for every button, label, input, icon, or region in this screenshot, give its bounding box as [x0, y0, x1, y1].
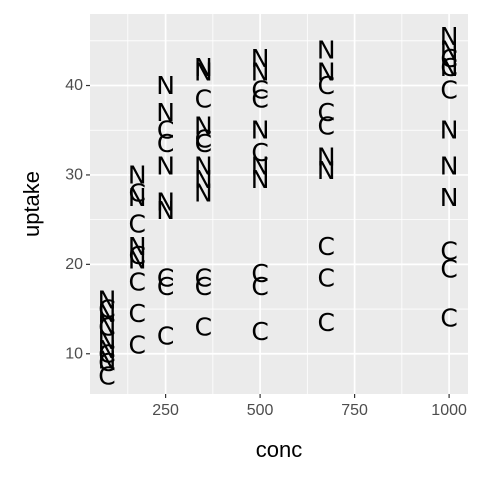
- major-gridlines: [90, 14, 468, 394]
- point-label-c: C: [195, 263, 212, 292]
- point-label-n: N: [251, 58, 270, 87]
- point-label-c: C: [157, 116, 174, 145]
- point-label-c: C: [98, 339, 115, 368]
- point-label-c: C: [251, 259, 268, 288]
- point-label-c: C: [251, 76, 268, 105]
- point-label-n: N: [98, 335, 117, 364]
- x-tick-label: 500: [247, 402, 274, 419]
- point-label-c: C: [98, 348, 115, 377]
- point-label-n: N: [440, 22, 459, 51]
- point-label-c: C: [440, 304, 457, 333]
- point-label-n: N: [98, 311, 117, 340]
- point-label-c: C: [157, 321, 174, 350]
- point-label-c: C: [129, 241, 146, 270]
- point-label-n: N: [156, 187, 175, 216]
- point-label-c: C: [129, 268, 146, 297]
- x-tick-label: 750: [341, 402, 368, 419]
- y-tick-label: 40: [65, 77, 83, 94]
- point-label-c: C: [195, 272, 212, 301]
- point-label-n: N: [128, 232, 147, 261]
- point-label-n: N: [440, 183, 459, 212]
- point-label-n: N: [317, 156, 336, 185]
- point-label-n: N: [194, 58, 213, 87]
- point-label-n: N: [156, 196, 175, 225]
- point-label-c: C: [440, 254, 457, 283]
- point-label-n: N: [98, 286, 117, 315]
- point-label-c: C: [129, 330, 146, 359]
- point-label-n: N: [440, 152, 459, 181]
- point-label-c: C: [195, 125, 212, 154]
- point-label-c: C: [98, 312, 115, 341]
- point-label-n: N: [440, 116, 459, 145]
- point-label-n: N: [98, 346, 117, 375]
- y-tick-label: 20: [65, 256, 83, 273]
- point-label-c: C: [251, 138, 268, 167]
- point-label-c: C: [98, 362, 115, 391]
- point-label-c: C: [129, 299, 146, 328]
- point-label-c: C: [129, 178, 146, 207]
- x-tick-label: 1000: [431, 402, 467, 419]
- point-label-c: C: [195, 312, 212, 341]
- point-label-c: C: [157, 129, 174, 158]
- point-label-n: N: [317, 35, 336, 64]
- y-tick-label: 10: [65, 345, 83, 362]
- point-label-n: N: [251, 116, 270, 145]
- y-axis: 10 20 30 40: [65, 77, 90, 362]
- point-label-n: N: [440, 53, 459, 82]
- point-label-n: N: [194, 53, 213, 82]
- point-label-n: N: [251, 44, 270, 73]
- point-label-n: N: [194, 152, 213, 181]
- point-label-n: N: [98, 299, 117, 328]
- point-label-n: N: [317, 58, 336, 87]
- point-label-c: C: [318, 308, 335, 337]
- point-label-c: C: [157, 263, 174, 292]
- point-label-n: N: [194, 178, 213, 207]
- point-label-c: C: [251, 272, 268, 301]
- point-label-c: C: [318, 98, 335, 127]
- point-label-n: N: [251, 165, 270, 194]
- point-label-n: N: [251, 152, 270, 181]
- point-label-n: N: [156, 98, 175, 127]
- point-label-c: C: [318, 232, 335, 261]
- point-label-n: N: [128, 245, 147, 274]
- point-labels: NNNNNNNNNNNNNNNNNNNNNNNNNNNNNNNNNNNNCCCC…: [98, 22, 459, 391]
- point-label-n: N: [128, 160, 147, 189]
- x-axis-title: conc: [256, 437, 302, 462]
- point-label-c: C: [440, 53, 457, 82]
- point-label-n: N: [156, 152, 175, 181]
- point-label-n: N: [194, 111, 213, 140]
- point-label-c: C: [195, 129, 212, 158]
- minor-gridlines: [90, 14, 468, 394]
- point-label-n: N: [317, 143, 336, 172]
- point-label-c: C: [318, 263, 335, 292]
- point-label-c: C: [318, 71, 335, 100]
- point-label-c: C: [251, 317, 268, 346]
- point-label-c: C: [440, 76, 457, 105]
- x-tick-label: 250: [152, 402, 179, 419]
- point-label-n: N: [156, 71, 175, 100]
- x-axis: 250 500 750 1000: [152, 394, 467, 419]
- point-label-n: N: [98, 326, 117, 355]
- plot-background: [90, 14, 468, 394]
- point-label-n: N: [194, 165, 213, 194]
- point-label-c: C: [318, 111, 335, 140]
- y-axis-title: uptake: [19, 171, 44, 237]
- point-label-c: C: [98, 295, 115, 324]
- point-label-c: C: [129, 210, 146, 239]
- point-label-c: C: [157, 272, 174, 301]
- point-label-c: C: [195, 84, 212, 113]
- y-tick-label: 30: [65, 166, 83, 183]
- point-label-c: C: [251, 84, 268, 113]
- point-label-n: N: [128, 183, 147, 212]
- point-label-n: N: [440, 35, 459, 64]
- point-label-c: C: [440, 236, 457, 265]
- point-label-c: C: [440, 44, 457, 73]
